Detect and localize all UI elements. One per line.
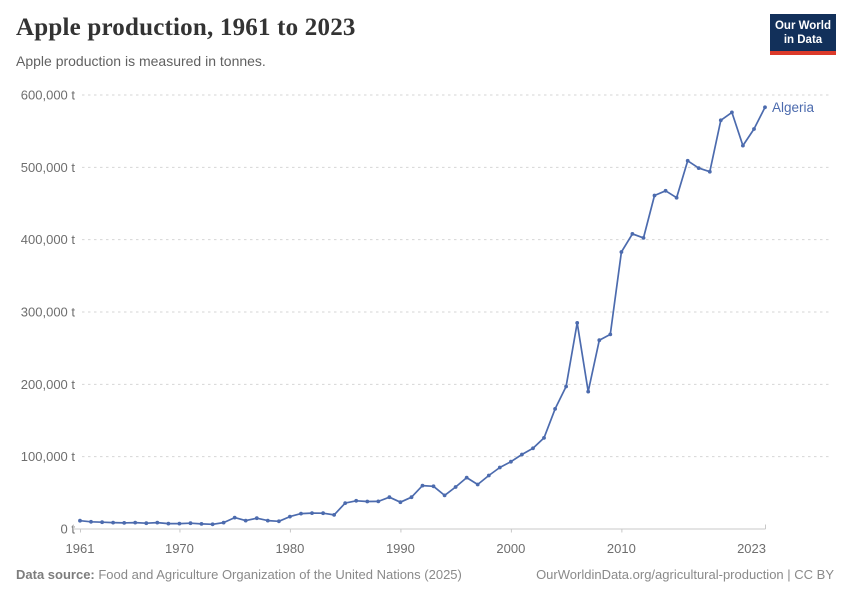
y-tick-label: 200,000 t [21, 377, 76, 392]
data-point[interactable] [354, 498, 359, 503]
chart-footer: Data source: Food and Agriculture Organi… [16, 567, 834, 582]
data-point[interactable] [409, 495, 414, 500]
data-point[interactable] [343, 501, 348, 505]
data-point[interactable] [696, 166, 701, 171]
data-point[interactable] [575, 321, 580, 325]
owid-logo-line1: Our World [774, 20, 831, 32]
data-point[interactable] [564, 384, 568, 389]
data-source-label: Data source: [16, 567, 95, 582]
owid-logo[interactable]: Our World in Data [770, 14, 836, 55]
data-point[interactable] [299, 511, 303, 516]
data-point[interactable] [199, 522, 204, 526]
x-tick-label: 1990 [386, 541, 415, 556]
x-tick-label: 2010 [607, 541, 636, 556]
y-tick-label: 500,000 t [21, 160, 76, 175]
data-point[interactable] [707, 169, 712, 174]
owid-credit-link[interactable]: OurWorldinData.org/agricultural-producti… [536, 567, 834, 582]
x-tick-label: 1961 [66, 541, 95, 556]
data-point[interactable] [155, 520, 160, 525]
data-point[interactable] [586, 389, 591, 394]
data-point[interactable] [111, 520, 115, 525]
data-point[interactable] [332, 513, 336, 517]
data-point[interactable] [177, 521, 182, 526]
data-point[interactable] [520, 452, 524, 457]
x-tick-label: 1970 [165, 541, 194, 556]
data-point[interactable] [442, 493, 447, 498]
data-point[interactable] [509, 459, 513, 464]
data-point[interactable] [321, 511, 325, 516]
data-point[interactable] [497, 465, 502, 470]
data-point[interactable] [420, 483, 425, 488]
data-point[interactable] [288, 514, 292, 519]
data-point[interactable] [277, 519, 281, 524]
data-point[interactable] [243, 518, 248, 523]
x-tick-label: 1980 [275, 541, 304, 556]
data-source-note: Data source: Food and Agriculture Organi… [16, 567, 462, 582]
data-point[interactable] [453, 485, 458, 489]
data-point[interactable] [542, 436, 546, 440]
chart-title: Apple production, 1961 to 2023 [16, 14, 356, 41]
data-point[interactable] [166, 521, 171, 526]
data-point[interactable] [144, 521, 149, 526]
data-point[interactable] [431, 484, 436, 489]
data-point[interactable] [188, 521, 193, 526]
data-point[interactable] [310, 511, 314, 515]
data-point[interactable] [531, 446, 535, 451]
data-point[interactable] [387, 495, 392, 500]
data-point[interactable] [597, 338, 602, 343]
data-point[interactable] [608, 332, 613, 337]
data-point[interactable] [265, 518, 270, 523]
data-point[interactable] [741, 143, 745, 148]
data-point[interactable] [685, 158, 690, 163]
entity-label[interactable]: Algeria [772, 100, 815, 115]
data-line-algeria[interactable] [79, 106, 766, 526]
data-point[interactable] [475, 482, 480, 487]
data-point[interactable] [232, 515, 237, 520]
data-point[interactable] [122, 521, 127, 525]
y-tick-label: 300,000 t [21, 305, 76, 320]
data-point[interactable] [553, 407, 557, 411]
data-point[interactable] [652, 193, 657, 198]
owid-logo-line2: in Data [783, 34, 823, 46]
data-point[interactable] [398, 500, 403, 505]
data-point[interactable] [674, 195, 679, 200]
data-source-text: Food and Agriculture Organization of the… [94, 567, 462, 582]
data-point[interactable] [133, 520, 138, 525]
data-point[interactable] [78, 518, 82, 523]
data-point[interactable] [630, 232, 635, 236]
data-point[interactable] [221, 520, 226, 525]
y-tick-label: 600,000 t [21, 88, 76, 103]
data-point[interactable] [730, 110, 734, 115]
x-tick-label: 2000 [496, 541, 525, 556]
data-point[interactable] [752, 127, 756, 131]
data-point[interactable] [763, 105, 767, 110]
data-point[interactable] [486, 473, 491, 478]
data-point[interactable] [210, 522, 215, 527]
y-tick-label: 400,000 t [21, 232, 76, 247]
y-tick-label: 0 t [61, 522, 76, 537]
data-point[interactable] [718, 118, 723, 123]
data-point[interactable] [641, 236, 646, 240]
y-tick-label: 100,000 t [21, 449, 76, 464]
data-point[interactable] [365, 499, 370, 504]
data-point[interactable] [89, 519, 93, 524]
chart-subtitle: Apple production is measured in tonnes. [16, 53, 266, 69]
data-point[interactable] [254, 516, 259, 521]
data-point[interactable] [376, 499, 381, 504]
data-point[interactable] [619, 250, 624, 254]
data-point[interactable] [100, 520, 104, 525]
x-tick-label: 2023 [737, 541, 766, 556]
data-point[interactable] [663, 188, 668, 193]
data-point[interactable] [464, 475, 469, 480]
